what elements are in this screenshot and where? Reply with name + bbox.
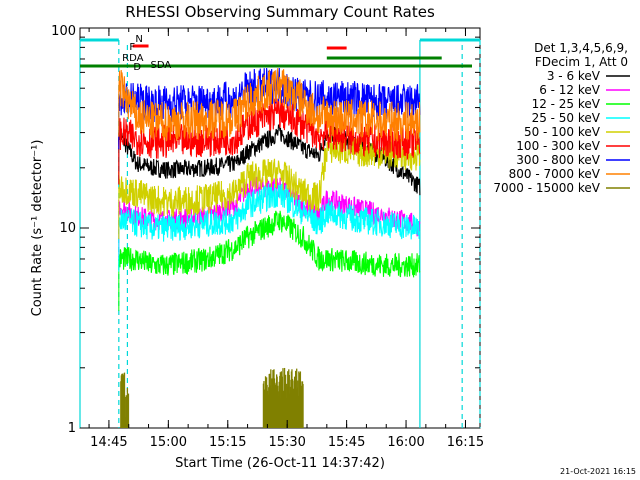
legend-header-line-2: FDecim 1, Att 0	[535, 55, 628, 69]
y-axis-label: Count Rate (s⁻¹ detector⁻¹)	[30, 140, 45, 317]
x-tick-label-5: 16:00	[387, 435, 424, 450]
legend-header-line-1: Det 1,3,4,5,6,9,	[534, 41, 628, 55]
flag-label-d: D	[133, 62, 141, 73]
axes: 14:45 15:00 15:15 15:30 15:45 16:00 16:15 1 10 10…	[51, 24, 484, 450]
y-tick-label-2: 100	[51, 24, 76, 39]
legend-label-0: 3 - 6 keV	[547, 69, 601, 83]
x-tick-label-2: 15:15	[209, 435, 246, 450]
y-tick-label-1: 10	[59, 221, 76, 236]
chart-title: RHESSI Observing Summary Count Rates	[125, 3, 435, 21]
legend-label-5: 100 - 300 keV	[516, 139, 600, 153]
legend: Det 1,3,4,5,6,9, FDecim 1, Att 0 3 - 6 k…	[493, 41, 630, 195]
footer-date: 21-Oct-2021 16:15	[560, 467, 636, 476]
flag-label-rda: RDA	[122, 53, 143, 64]
x-axis-label: Start Time (26-Oct-11 14:37:42)	[175, 456, 385, 471]
x-tick-label-1: 15:00	[150, 435, 187, 450]
legend-label-3: 25 - 50 keV	[532, 111, 601, 125]
x-tick-label-6: 16:15	[447, 435, 484, 450]
legend-label-8: 7000 - 15000 keV	[493, 181, 600, 195]
legend-label-1: 6 - 12 keV	[539, 83, 601, 97]
data-series	[118, 67, 421, 428]
series-trace	[118, 175, 421, 238]
series-50-100-kev	[118, 134, 421, 240]
legend-label-2: 12 - 25 keV	[532, 97, 601, 111]
series-trace	[118, 182, 421, 242]
legend-label-6: 300 - 800 keV	[516, 153, 600, 167]
x-tick-label-4: 15:45	[328, 435, 365, 450]
legend-label-7: 800 - 7000 keV	[509, 167, 601, 181]
legend-label-4: 50 - 100 keV	[524, 125, 601, 139]
x-tick-label-3: 15:30	[268, 435, 305, 450]
series-trace	[118, 210, 421, 278]
flag-label-n: N	[135, 34, 142, 45]
flag-label-sda: SDA	[151, 60, 172, 71]
y-tick-label-0: 1	[68, 421, 76, 436]
series-7000-15000-kev	[120, 367, 304, 428]
series-trace	[118, 68, 421, 142]
x-tick-label-0: 14:45	[90, 435, 127, 450]
flag-label-f: F	[129, 42, 135, 53]
series-trace	[118, 134, 421, 217]
series-trace	[118, 97, 421, 161]
series-800-7000-kev	[118, 68, 421, 142]
